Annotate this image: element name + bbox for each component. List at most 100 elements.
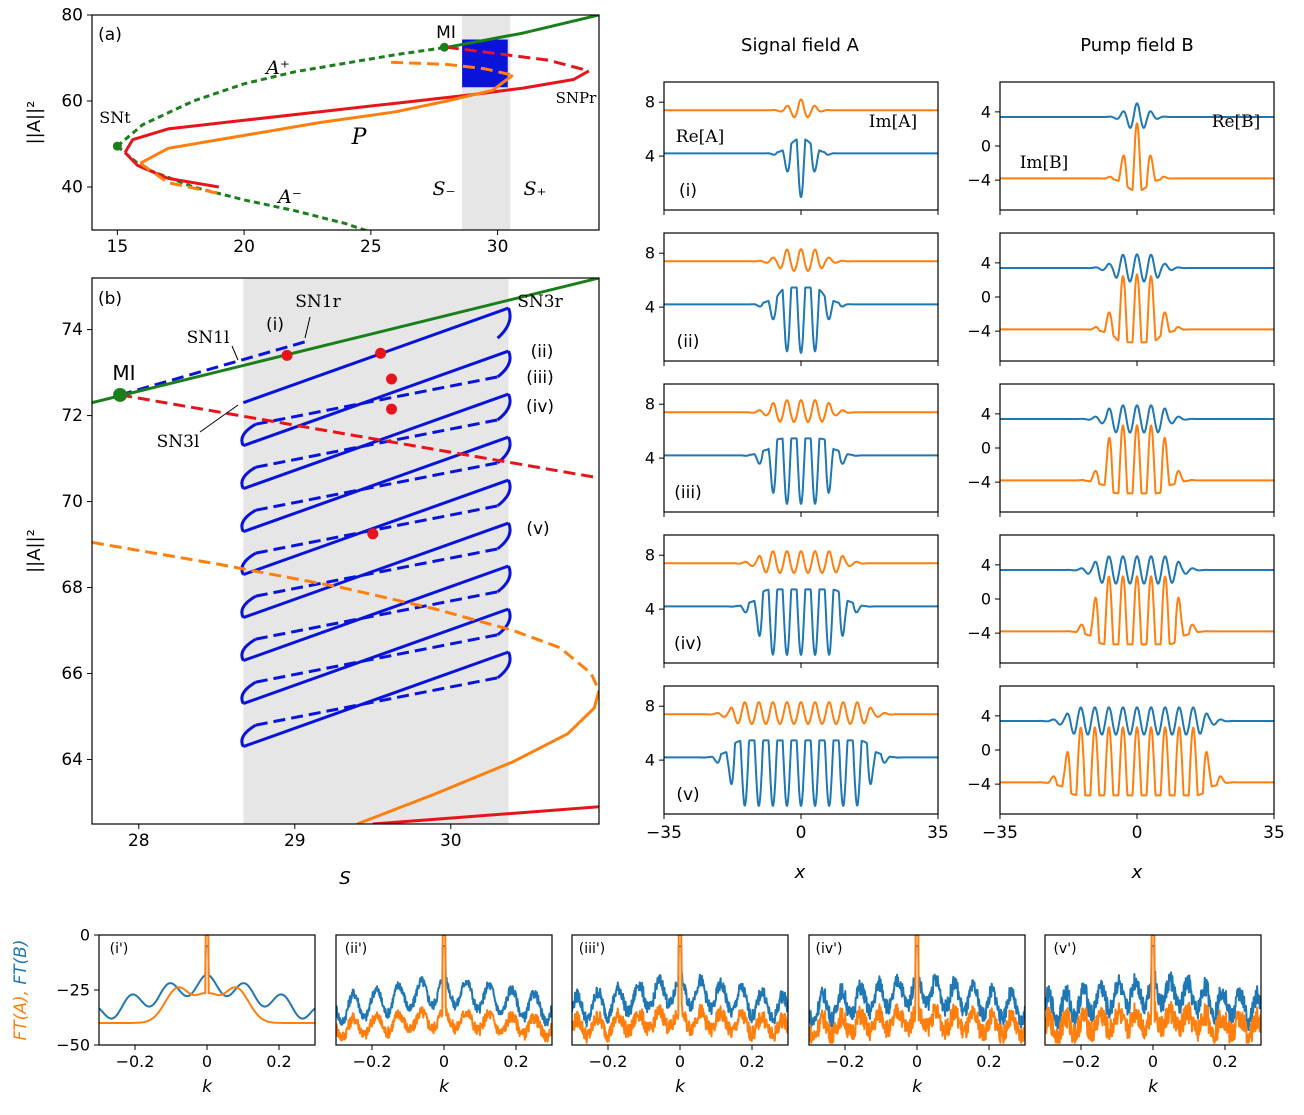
curve-red-p: [123, 69, 590, 154]
x-axis-label: x: [794, 862, 806, 883]
mi-label: MI: [112, 361, 135, 385]
legend-im-a: Im[A]: [869, 112, 917, 132]
x-tick-label: 25: [360, 237, 382, 257]
spectrum-label: (i'): [110, 941, 129, 957]
y-tick-label: 70: [61, 492, 83, 512]
snake-dashed-start: [119, 338, 311, 397]
y-tick-label: 0: [981, 137, 991, 156]
ft-a-spectrum: [809, 935, 1025, 1044]
x-tick-label: 20: [233, 237, 255, 257]
spectrum-label: (iii'): [579, 941, 605, 957]
snake-dashed: [255, 547, 498, 598]
signal-real-part: [664, 588, 938, 656]
curve-orange-upper-dashed: [391, 60, 514, 77]
leader-line: [231, 345, 239, 361]
pump-header: Pump field B: [1080, 35, 1194, 56]
bifurcation-point: [439, 42, 449, 52]
snake-turn-left: [240, 680, 257, 705]
snake-turn-right: [496, 651, 512, 680]
red-dashed: [119, 393, 599, 480]
pump-imag-part: [1000, 424, 1274, 495]
y-tick-label: 8: [645, 244, 655, 263]
x-axis-label: x: [1131, 862, 1143, 883]
red-bottom: [372, 805, 599, 824]
x-tick-label: 0.2: [503, 1052, 528, 1071]
snake-turn-left: [240, 637, 257, 662]
snake-turn-left: [240, 422, 257, 447]
panel-label-b: (b): [98, 289, 122, 309]
orange-solid: [356, 690, 599, 824]
x-tick-label: 0: [796, 823, 807, 843]
snake-dashed: [255, 504, 498, 555]
snake-dashed: [255, 418, 498, 469]
legend-re-b: Re[B]: [1212, 112, 1261, 132]
x-tick-label: −0.2: [1062, 1052, 1101, 1071]
spectrum-label: (iv'): [816, 941, 843, 957]
signal-real-part: [664, 739, 938, 807]
snake-solid: [242, 478, 510, 577]
profile-point: [386, 403, 398, 415]
curve-green-lower: [116, 144, 370, 230]
label-iii: (iii): [526, 368, 553, 388]
signal-real-part: [664, 286, 938, 354]
x-tick-label: 30: [487, 237, 509, 257]
y-label-ft-b: FT(B): [11, 940, 31, 985]
snake-dashed: [255, 461, 498, 512]
y-tick-label: 8: [645, 395, 655, 414]
ft-b-spectrum: [336, 945, 552, 1027]
snp-label: SNPr: [556, 89, 597, 107]
y-tick-label: 4: [981, 706, 991, 725]
pump-real-part: [1000, 706, 1274, 736]
snake-solid: [242, 521, 510, 620]
snt-label: SNt: [99, 108, 131, 127]
ft-a-spectrum: [1045, 935, 1261, 1044]
y-tick-label: 60: [61, 92, 83, 112]
y-tick-label: 4: [645, 449, 655, 468]
curve-red-upper-dashed: [446, 45, 590, 73]
x-tick-label: 0: [202, 1052, 212, 1071]
x-tick-label: 0: [439, 1052, 449, 1071]
y-tick-label: 4: [645, 751, 655, 770]
pump-real-part: [1000, 555, 1274, 585]
panel-label-a: (a): [98, 25, 122, 45]
signal-imag-part: [664, 98, 938, 119]
y-tick-label: 72: [61, 406, 83, 426]
y-tick-label: 0: [80, 926, 90, 945]
x-tick-label: 0: [675, 1052, 685, 1071]
signal-real-part: [664, 437, 938, 505]
snake-solid: [242, 650, 510, 749]
y-tick-label: 4: [981, 253, 991, 272]
label-i: (i): [266, 315, 284, 335]
x-tick-label: 0: [1132, 823, 1143, 843]
x-tick-label: 0: [912, 1052, 922, 1071]
snake-dashed: [255, 590, 498, 641]
spectrum-label: (v'): [1053, 941, 1076, 957]
snake-solid: [242, 349, 510, 448]
label-ii: (ii): [531, 342, 554, 362]
y-axis-label: ||A||²: [24, 101, 45, 145]
sn1r-label: SN1r: [295, 292, 341, 312]
x-tick-label: −0.2: [353, 1052, 392, 1071]
signal-imag-part: [664, 701, 938, 725]
pump-real-part: [1000, 102, 1274, 129]
x-tick-label: 35: [1263, 823, 1285, 843]
y-tick-label: −4: [967, 473, 991, 492]
x-tick-label: 0: [1148, 1052, 1158, 1071]
snake-turn-right: [496, 350, 512, 379]
green-homogeneous: [92, 278, 599, 405]
row-label: (v): [676, 785, 699, 805]
y-axis-label: FT(A), FT(B): [11, 940, 31, 1041]
ft-a-spectrum: [99, 935, 315, 1024]
ft-b-spectrum: [572, 945, 788, 1028]
y-label-ft-a: FT(A),: [11, 985, 31, 1041]
mi-point: [113, 387, 128, 402]
leader-line: [304, 316, 311, 339]
pump-imag-part: [1000, 726, 1274, 797]
orange-dashed: [92, 540, 599, 692]
x-tick-label: 30: [440, 831, 462, 851]
x-axis-label: k: [439, 1077, 450, 1097]
signal-profile-frame: [663, 383, 939, 513]
x-tick-label: 0.2: [1212, 1052, 1237, 1071]
x-axis-label: S: [339, 868, 350, 889]
snake-turn-left: [240, 594, 257, 619]
